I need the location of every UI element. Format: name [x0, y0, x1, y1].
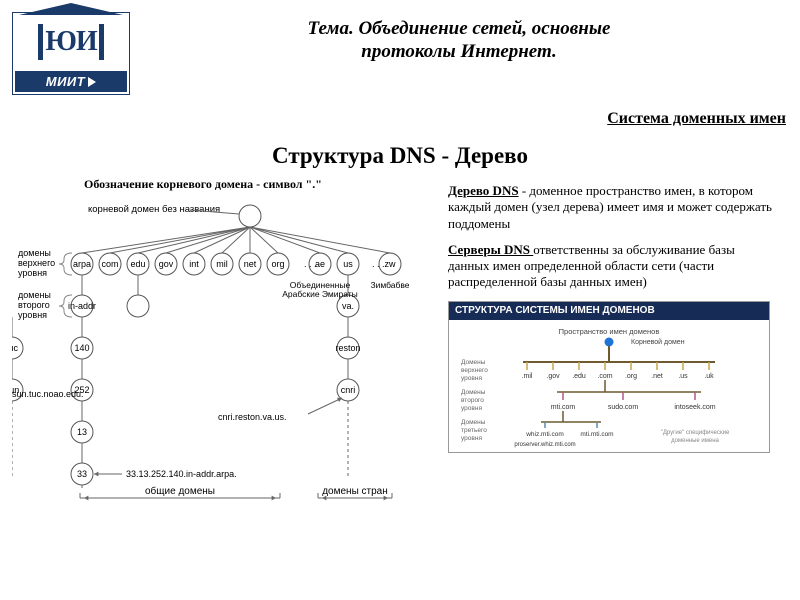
svg-text:уровня: уровня: [461, 435, 482, 442]
svg-text:sudo.com: sudo.com: [608, 404, 639, 411]
svg-text:верхнего: верхнего: [18, 258, 55, 268]
svg-text:третьего: третьего: [461, 427, 487, 434]
svg-text:верхнего: верхнего: [461, 367, 488, 374]
subtitle: Структура DNS - Дерево: [12, 143, 788, 169]
svg-text:us: us: [343, 259, 353, 269]
logo: ЮИ МИИТ: [12, 12, 130, 95]
root-symbol-caption: Обозначение корневого домена - символ ".…: [84, 177, 432, 192]
svg-text:.edu: .edu: [572, 373, 586, 380]
svg-text:gov: gov: [159, 259, 174, 269]
svg-text:второго: второго: [461, 397, 484, 404]
svg-text:уровня: уровня: [18, 310, 47, 320]
svg-text:sun.tuc.noao.edu.: sun.tuc.noao.edu.: [12, 389, 84, 399]
svg-text:org: org: [271, 259, 284, 269]
svg-text:cnri: cnri: [341, 385, 356, 395]
svg-text:. . .: . . .: [304, 259, 317, 269]
svg-text:Арабские Эмираты: Арабские Эмираты: [282, 289, 358, 299]
svg-text:Зимбабве: Зимбабве: [370, 280, 409, 290]
svg-text:домены: домены: [18, 290, 51, 300]
svg-text:Домены: Домены: [461, 389, 486, 396]
svg-text:int: int: [189, 259, 199, 269]
svg-text:com: com: [101, 259, 118, 269]
svg-text:корневой домен без названия: корневой домен без названия: [88, 204, 220, 215]
svg-text:mti.mti.com: mti.mti.com: [580, 431, 613, 438]
svg-text:arpa: arpa: [73, 259, 91, 269]
svg-text:второго: второго: [18, 300, 50, 310]
svg-text:.com: .com: [597, 373, 612, 380]
svg-text:whiz.mti.com: whiz.mti.com: [525, 431, 564, 438]
header: ЮИ МИИТ Тема. Объединение сетей, основны…: [12, 12, 788, 95]
svg-text:Домены: Домены: [461, 419, 486, 426]
svg-text:mti.com: mti.com: [551, 404, 576, 411]
svg-text:in-addr: in-addr: [68, 301, 96, 311]
dns-tree-diagram: Обозначение корневого домена - символ ".…: [12, 177, 432, 528]
svg-text:33.13.252.140.in-addr.arpa.: 33.13.252.140.in-addr.arpa.: [126, 469, 237, 479]
svg-text:.gov: .gov: [546, 373, 560, 380]
svg-text:.us: .us: [678, 373, 688, 380]
svg-text:уровня: уровня: [461, 375, 482, 382]
svg-text:zw: zw: [385, 259, 397, 269]
dns-tree-definition: Дерево DNS - доменное пространство имен,…: [448, 183, 778, 232]
svg-text:140: 140: [74, 343, 89, 353]
svg-text:33: 33: [77, 469, 87, 479]
svg-text:Корневой домен: Корневой домен: [631, 338, 685, 346]
svg-text:tuc: tuc: [12, 343, 18, 353]
svg-text:. . .: . . .: [372, 259, 385, 269]
svg-text:net: net: [244, 259, 257, 269]
topic-title: Тема. Объединение сетей, основные проток…: [130, 12, 788, 64]
mini-structure-figure: СТРУКТУРА СИСТЕМЫ ИМЕН ДОМЕНОВ Пространс…: [448, 301, 770, 454]
dns-servers-definition: Серверы DNS ответственны за обслуживание…: [448, 242, 778, 291]
svg-text:cnri.reston.va.us.: cnri.reston.va.us.: [218, 412, 287, 422]
svg-text:.org: .org: [625, 373, 637, 380]
svg-text:edu: edu: [130, 259, 145, 269]
svg-text:.net: .net: [651, 373, 663, 380]
svg-text:уровня: уровня: [461, 405, 482, 412]
svg-text:общие домены: общие домены: [145, 485, 215, 497]
svg-text:уровня: уровня: [18, 268, 47, 278]
svg-text:Домены: Домены: [461, 359, 486, 366]
svg-text:Пространство имен доменов: Пространство имен доменов: [559, 327, 660, 336]
svg-text:va.: va.: [342, 301, 354, 311]
svg-text:reston: reston: [335, 343, 360, 353]
svg-text:mil: mil: [216, 259, 228, 269]
svg-text:.mil: .mil: [522, 373, 533, 380]
system-name-link: Система доменных имен: [607, 110, 786, 128]
svg-text:домены: домены: [18, 248, 51, 258]
svg-text:.uk: .uk: [704, 373, 714, 380]
explanation-panel: Дерево DNS - доменное пространство имен,…: [448, 177, 778, 453]
svg-text:proserver.whiz.mti.com: proserver.whiz.mti.com: [514, 442, 575, 448]
logo-letters: ЮИ: [45, 26, 96, 58]
logo-brand: МИИТ: [15, 71, 127, 92]
svg-text:доменные имена: доменные имена: [671, 438, 719, 444]
svg-text:intoseek.com: intoseek.com: [674, 404, 715, 411]
svg-text:"Другие" специфические: "Другие" специфические: [661, 430, 730, 436]
svg-text:13: 13: [77, 427, 87, 437]
svg-text:домены стран: домены стран: [322, 486, 388, 497]
